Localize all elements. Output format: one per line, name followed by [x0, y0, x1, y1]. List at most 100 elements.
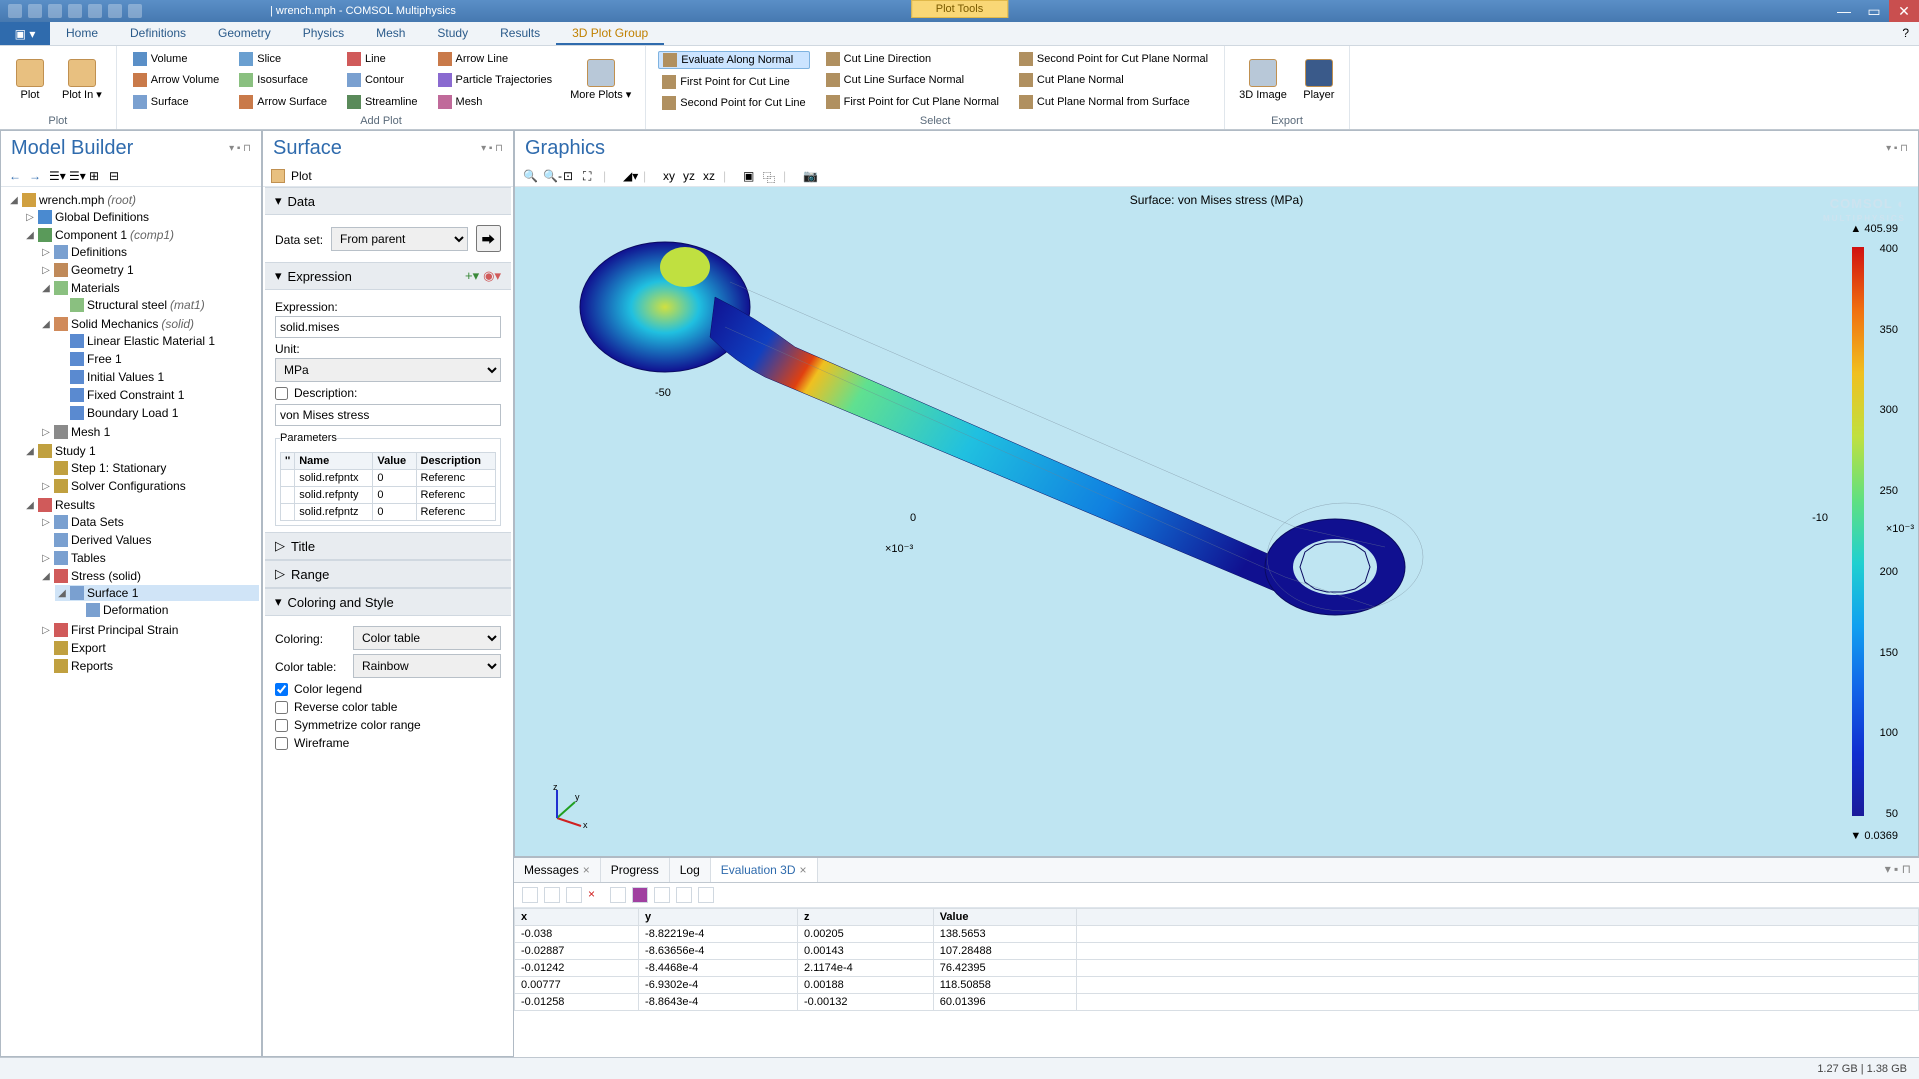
minimize-button[interactable]: —	[1829, 0, 1859, 22]
tab-eval3d[interactable]: Evaluation 3D×	[711, 858, 818, 882]
dataset-select[interactable]: From parent	[331, 227, 468, 251]
graphics-canvas[interactable]: Surface: von Mises stress (MPa) COMSOL ◐…	[515, 187, 1918, 856]
reverse-checkbox[interactable]	[275, 701, 288, 714]
eval-normal-button[interactable]: Evaluate Along Normal	[658, 51, 809, 69]
coloring-select[interactable]: Color table	[353, 626, 501, 650]
section-coloring[interactable]: ▾ Coloring and Style	[265, 588, 511, 616]
tree-fps[interactable]: ▷First Principal Strain	[39, 622, 259, 638]
maximize-button[interactable]: ▭	[1859, 0, 1889, 22]
tab-mesh[interactable]: Mesh	[360, 22, 421, 45]
tree-component[interactable]: ◢Component 1 (comp1)	[23, 227, 259, 243]
line-button[interactable]: Line	[343, 51, 422, 67]
goto-button[interactable]: ⮕	[476, 225, 501, 252]
qat-icon[interactable]	[88, 4, 102, 18]
cut-plane-from-surf-button[interactable]: Cut Plane Normal from Surface	[1015, 94, 1212, 110]
close-button[interactable]: ✕	[1889, 0, 1919, 22]
more-plots-button[interactable]: More Plots ▾	[564, 48, 637, 113]
cut-line-dir-button[interactable]: Cut Line Direction	[822, 51, 1003, 67]
panel-controls[interactable]: ▾ ▪ ⊓	[1886, 143, 1908, 154]
second-cut-plane-button[interactable]: Second Point for Cut Plane Normal	[1015, 51, 1212, 67]
colortable-select[interactable]: Rainbow	[353, 654, 501, 678]
mesh-button[interactable]: Mesh	[434, 94, 557, 110]
tab-messages[interactable]: Messages×	[514, 858, 601, 882]
slice-button[interactable]: Slice	[235, 51, 331, 67]
qat-icon[interactable]	[48, 4, 62, 18]
tb-icon[interactable]: ☰▾	[49, 169, 63, 183]
camera-icon[interactable]: 📷	[803, 169, 817, 183]
first-cut-line-button[interactable]: First Point for Cut Line	[658, 74, 809, 90]
tree-root[interactable]: ◢wrench.mph (root)	[7, 192, 259, 208]
tab-results[interactable]: Results	[484, 22, 556, 45]
tree-tables[interactable]: ▷Tables	[39, 550, 259, 566]
plot-in-button[interactable]: Plot In ▾	[56, 48, 108, 113]
arrow-line-button[interactable]: Arrow Line	[434, 51, 557, 67]
table-row[interactable]: -0.01242-8.4468e-42.1174e-476.42395	[515, 960, 1919, 977]
tb-icon[interactable]	[566, 887, 582, 903]
tb-icon[interactable]	[522, 887, 538, 903]
isosurface-button[interactable]: Isosurface	[235, 72, 331, 88]
tree-solid[interactable]: ◢Solid Mechanics (solid)	[39, 316, 259, 332]
tb-icon[interactable]	[610, 887, 626, 903]
table-row[interactable]: -0.02887-8.63656e-40.00143107.28488	[515, 943, 1919, 960]
tab-geometry[interactable]: Geometry	[202, 22, 287, 45]
param-row[interactable]: solid.refpnty0Referenc	[281, 487, 496, 504]
tree-deformation[interactable]: Deformation	[71, 602, 259, 618]
tab-definitions[interactable]: Definitions	[114, 22, 202, 45]
tree-step1[interactable]: Step 1: Stationary	[39, 460, 259, 476]
tb-icon[interactable]	[654, 887, 670, 903]
fwd-icon[interactable]: →	[29, 169, 43, 183]
tree-surface1[interactable]: ◢Surface 1	[55, 585, 259, 601]
tb-icon[interactable]	[698, 887, 714, 903]
legend-checkbox[interactable]	[275, 683, 288, 696]
desc-checkbox[interactable]	[275, 387, 288, 400]
tree-study[interactable]: ◢Study 1	[23, 443, 259, 459]
tree-initial[interactable]: Initial Values 1	[55, 369, 259, 385]
section-data[interactable]: ▾ Data	[265, 187, 511, 215]
streamline-button[interactable]: Streamline	[343, 94, 422, 110]
xy-icon[interactable]: xy	[663, 169, 677, 183]
zoom-box-icon[interactable]: ⊡	[563, 169, 577, 183]
tree-free[interactable]: Free 1	[55, 351, 259, 367]
tree-datasets[interactable]: ▷Data Sets	[39, 514, 259, 530]
qat-icon[interactable]	[28, 4, 42, 18]
tree-fixed[interactable]: Fixed Constraint 1	[55, 387, 259, 403]
unit-select[interactable]: MPa	[275, 358, 501, 382]
tree-geometry[interactable]: ▷Geometry 1	[39, 262, 259, 278]
xz-icon[interactable]: xz	[703, 169, 717, 183]
panel-controls[interactable]: ▾ ▪ ⊓	[481, 143, 503, 154]
tb-icon[interactable]	[632, 887, 648, 903]
tab-log[interactable]: Log	[670, 858, 711, 882]
table-row[interactable]: 0.00777-6.9302e-40.00188118.50858	[515, 977, 1919, 994]
tree-derived[interactable]: Derived Values	[39, 532, 259, 548]
tb-icon[interactable]: ⊞	[89, 169, 103, 183]
view-icon[interactable]: ◢▾	[623, 169, 637, 183]
tree-boundary[interactable]: Boundary Load 1	[55, 405, 259, 421]
tree-global-defs[interactable]: ▷Global Definitions	[23, 209, 259, 225]
player-button[interactable]: Player	[1297, 48, 1341, 113]
tab-physics[interactable]: Physics	[287, 22, 360, 45]
volume-button[interactable]: Volume	[129, 51, 223, 67]
description-input[interactable]	[275, 404, 501, 426]
param-row[interactable]: solid.refpntx0Referenc	[281, 470, 496, 487]
tree-steel[interactable]: Structural steel (mat1)	[55, 297, 259, 313]
section-range[interactable]: ▷ Range	[265, 560, 511, 588]
tree-solver[interactable]: ▷Solver Configurations	[39, 478, 259, 494]
param-row[interactable]: solid.refpntz0Referenc	[281, 504, 496, 521]
copy-icon[interactable]: ⿻	[763, 169, 777, 183]
qat-icon[interactable]	[68, 4, 82, 18]
tree-reports[interactable]: Reports	[39, 658, 259, 674]
panel-controls[interactable]: ▾ ▪ ⊓	[229, 143, 251, 154]
table-row[interactable]: -0.01258-8.8643e-4-0.0013260.01396	[515, 994, 1919, 1011]
tb-icon[interactable]	[544, 887, 560, 903]
zoom-out-icon[interactable]: 🔍-	[543, 169, 557, 183]
tree-lem[interactable]: Linear Elastic Material 1	[55, 333, 259, 349]
tree-mesh[interactable]: ▷Mesh 1	[39, 424, 259, 440]
tb-icon[interactable]: ×	[588, 887, 604, 903]
second-cut-line-button[interactable]: Second Point for Cut Line	[658, 95, 809, 111]
tab-home[interactable]: Home	[50, 22, 114, 45]
tree-results[interactable]: ◢Results	[23, 497, 259, 513]
zoom-in-icon[interactable]: 🔍+	[523, 169, 537, 183]
qat-icon[interactable]	[8, 4, 22, 18]
refresh-icon[interactable]: ◉▾	[483, 268, 501, 284]
tb-icon[interactable]	[676, 887, 692, 903]
